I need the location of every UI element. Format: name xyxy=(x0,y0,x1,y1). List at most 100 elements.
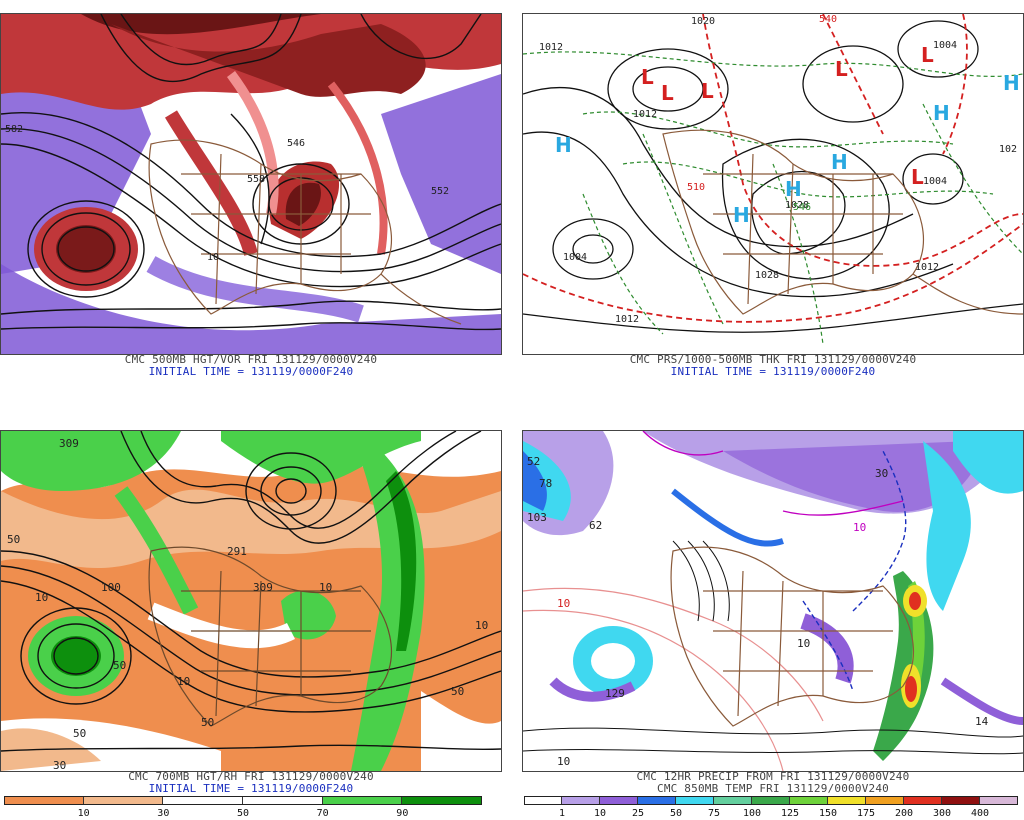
colorbar-tick-label: 30 xyxy=(157,808,170,819)
rh-colorbar: 10 30 50 70 90 xyxy=(4,796,482,820)
low-pressure-marker: L xyxy=(921,43,934,67)
map-precip-temperature: 52 78 103 62 10 129 14 10 10 30 10 xyxy=(522,430,1024,772)
colorbar-swatch xyxy=(163,796,243,805)
isobar-label: 1020 xyxy=(691,16,715,27)
contour-label: 10 xyxy=(177,675,190,688)
isobar-label: 102 xyxy=(999,144,1017,155)
precip-colorbar: 1 10 25 50 75 100 125 150 175 200 300 400 xyxy=(524,796,1018,820)
caption-title: CMC PRS/1000-500MB THK FRI 131129/0000V2… xyxy=(629,353,917,366)
high-pressure-marker: H xyxy=(1003,71,1020,95)
colorbar-tick-label: 300 xyxy=(932,808,952,819)
colorbar-swatch xyxy=(980,796,1018,805)
contour-label: 10 xyxy=(475,619,488,632)
colorbar-tick-label: 50 xyxy=(669,808,683,819)
temperature-label: 10 xyxy=(853,521,866,534)
thickness-label: 540 xyxy=(819,14,837,25)
contour-label: 10 xyxy=(319,581,332,594)
caption-initial-time: INITIAL TIME = 131119/0000F240 xyxy=(670,365,876,378)
map-700mb-humidity: 309 50 10 100 291 309 10 50 10 50 10 50 … xyxy=(0,430,502,772)
colorbar-swatch xyxy=(600,796,638,805)
map-sea-level-pressure: H H H H H H L L L L L L 1012 1012 1004 1… xyxy=(522,13,1024,355)
contour-label: 546 xyxy=(287,138,305,149)
precip-label: 78 xyxy=(539,477,552,490)
contour-label: 50 xyxy=(7,533,20,546)
colorbar-swatch xyxy=(322,796,403,805)
colorbar-tick-label: 70 xyxy=(316,808,329,819)
colorbar-swatch xyxy=(638,796,676,805)
colorbar-swatch xyxy=(562,796,600,805)
high-pressure-marker: H xyxy=(785,177,802,201)
colorbar-swatch xyxy=(676,796,714,805)
panel-precip-850mb-temp: 52 78 103 62 10 129 14 10 10 30 10 CMC 1… xyxy=(522,430,1024,819)
thickness-label: 510 xyxy=(687,182,705,193)
panel-pressure-thickness: H H H H H H L L L L L L 1012 1012 1004 1… xyxy=(522,13,1024,401)
low-pressure-marker: L xyxy=(911,165,924,189)
high-pressure-marker: H xyxy=(555,133,572,157)
isobar-label: 1012 xyxy=(915,262,939,273)
colorbar-tick-label: 400 xyxy=(970,808,990,819)
colorbar-tick-label: 10 xyxy=(77,808,90,819)
colorbar-swatch xyxy=(402,796,482,805)
panel-caption: CMC 700MB HGT/RH FRI 131129/0000V240 INI… xyxy=(0,771,502,795)
contour-label: 50 xyxy=(451,685,464,698)
isobar-label: 1004 xyxy=(923,176,947,187)
caption-title: CMC 12HR PRECIP FROM FRI 131129/0000V240 xyxy=(636,770,910,783)
colorbar-swatch xyxy=(243,796,323,805)
colorbar-swatch xyxy=(83,796,164,805)
precip-label: 52 xyxy=(527,455,540,468)
contour-label: 10 xyxy=(207,252,219,263)
isobar-label: 1004 xyxy=(933,40,957,51)
high-pressure-marker: H xyxy=(733,203,750,227)
contour-label: 50 xyxy=(201,716,214,729)
panel-500mb-hgt-vor: 582 546 558 552 10 CMC 500MB HGT/VOR FRI… xyxy=(0,13,502,401)
contour-label: 10 xyxy=(35,591,48,604)
contour-label: 309 xyxy=(59,437,79,450)
contour-label: 50 xyxy=(113,659,126,672)
precip-label: 103 xyxy=(527,511,547,524)
panel-700mb-hgt-rh: 309 50 10 100 291 309 10 50 10 50 10 50 … xyxy=(0,430,502,819)
colorbar-tick-label: 175 xyxy=(856,808,876,819)
colorbar-tick-label: 75 xyxy=(707,808,721,819)
colorbar-swatch xyxy=(790,796,828,805)
map-500mb-vorticity: 582 546 558 552 10 xyxy=(0,13,502,355)
colorbar-swatch xyxy=(942,796,980,805)
colorbar-tick-label: 1 xyxy=(558,808,566,819)
contour-label: 558 xyxy=(247,174,265,185)
contour-label: 30 xyxy=(53,759,66,771)
temperature-label: 10 xyxy=(797,637,810,650)
caption-initial-time: INITIAL TIME = 131119/0000F240 xyxy=(148,365,354,378)
precip-label: 129 xyxy=(605,687,625,700)
colorbar-swatch xyxy=(752,796,790,805)
colorbar-swatch xyxy=(524,796,562,805)
panel-caption: CMC 500MB HGT/VOR FRI 131129/0000V240 IN… xyxy=(0,354,502,378)
temperature-label: 10 xyxy=(557,597,570,610)
high-pressure-marker: H xyxy=(831,150,848,174)
colorbar-tick-label: 90 xyxy=(396,808,409,819)
colorbar-tick-label: 100 xyxy=(742,808,762,819)
contour-label: 291 xyxy=(227,545,247,558)
low-pressure-marker: L xyxy=(835,57,848,81)
colorbar-tick-label: 10 xyxy=(593,808,607,819)
colorbar-swatch xyxy=(866,796,904,805)
isobar-label: 1028 xyxy=(785,200,809,211)
isobar-label: 1012 xyxy=(633,109,657,120)
isobar-label: 1028 xyxy=(755,270,779,281)
colorbar-tick-label: 150 xyxy=(818,808,838,819)
precip-label: 62 xyxy=(589,519,602,532)
isobar-label: 1004 xyxy=(563,252,587,263)
temperature-label: 14 xyxy=(975,715,989,728)
contour-label: 309 xyxy=(253,581,273,594)
temperature-label: 10 xyxy=(557,755,570,768)
low-pressure-marker: L xyxy=(661,81,674,105)
high-pressure-marker: H xyxy=(933,101,950,125)
caption-title: CMC 700MB HGT/RH FRI 131129/0000V240 xyxy=(128,770,374,783)
isobar-label: 1012 xyxy=(615,314,639,325)
low-pressure-marker: L xyxy=(641,65,654,89)
contour-label: 50 xyxy=(73,727,86,740)
contour-label: 582 xyxy=(5,124,23,135)
contour-label: 100 xyxy=(101,581,121,594)
colorbar-tick-label: 125 xyxy=(780,808,800,819)
colorbar-swatch xyxy=(904,796,942,805)
colorbar-tick-label: 50 xyxy=(236,808,250,819)
colorbar-swatch xyxy=(828,796,866,805)
